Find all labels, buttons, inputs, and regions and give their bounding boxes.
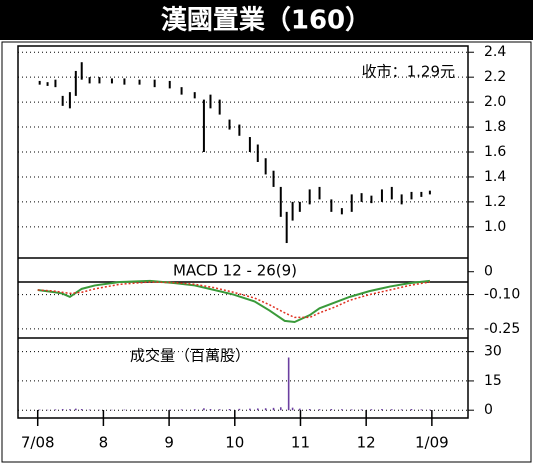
y-tick-label: 1.0 (484, 219, 506, 235)
volume-bar (273, 408, 275, 410)
volume-bar (169, 410, 171, 411)
y-tick-label: 1.4 (484, 169, 506, 185)
x-tick-label: 10 (225, 434, 244, 452)
volume-bar (292, 408, 294, 411)
annotation: 收市：1.29元 (362, 63, 455, 81)
volume-bar (265, 408, 267, 410)
volume-bar (391, 409, 393, 410)
volume-bar (257, 408, 259, 410)
y-tick-label: 2.0 (484, 94, 506, 110)
volume-bar (361, 409, 363, 410)
volume-bar (75, 409, 77, 411)
volume-bar (229, 409, 231, 410)
y-tick-label: 0 (484, 264, 493, 280)
volume-bar (280, 407, 282, 410)
volume-bar (39, 410, 41, 411)
volume-bar (210, 409, 212, 410)
volume-bar (299, 409, 301, 411)
x-tick-label: 11 (291, 434, 310, 452)
volume-bar (411, 409, 413, 410)
panel-title: 成交量（百萬股） (130, 347, 250, 365)
volume-bar (331, 409, 333, 410)
y-tick-label: 1.8 (484, 119, 506, 135)
y-tick-label: 1.6 (484, 144, 506, 160)
volume-bar (351, 409, 353, 410)
x-tick-label: 7/08 (21, 434, 55, 452)
chart-title: 漢國置業（160） (161, 6, 371, 36)
volume-bar (124, 410, 126, 411)
volume-bar (219, 409, 221, 410)
volume-bar (381, 409, 383, 410)
x-tick-label: 8 (99, 434, 109, 452)
volume-bar (89, 410, 91, 411)
frame (2, 42, 531, 462)
y-tick-label: 2.2 (484, 69, 506, 85)
x-tick-label: 1/09 (415, 434, 449, 452)
volume-bar (203, 408, 205, 410)
volume-bar (249, 409, 251, 411)
volume-bar (401, 409, 403, 410)
y-tick-label: 0 (484, 402, 493, 418)
volume-bar (421, 409, 423, 410)
x-tick-label: 12 (357, 434, 376, 452)
volume-bar (371, 409, 373, 410)
volume-bar (288, 358, 290, 411)
volume-bar (341, 409, 343, 410)
volume-bar (309, 409, 311, 410)
volume-bar (55, 409, 57, 410)
y-tick-label: 1.2 (484, 194, 506, 210)
macd-line (38, 282, 430, 317)
volume-bar (239, 409, 241, 410)
macd-line (38, 281, 430, 322)
y-tick-label: 2.4 (484, 44, 506, 60)
y-tick-label: 30 (484, 344, 502, 360)
volume-bar (194, 409, 196, 410)
volume-bar (81, 409, 83, 410)
volume-bar (181, 409, 183, 410)
x-tick-label: 9 (164, 434, 174, 452)
y-tick-label: -0.10 (484, 287, 520, 303)
volume-bar (319, 409, 321, 410)
y-tick-label: 15 (484, 373, 502, 389)
y-tick-label: -0.25 (484, 321, 520, 337)
panel-title: MACD 12 - 26(9) (173, 262, 297, 280)
volume-bar (69, 409, 71, 410)
volume-bar (62, 409, 64, 410)
volume-bar (429, 410, 431, 411)
